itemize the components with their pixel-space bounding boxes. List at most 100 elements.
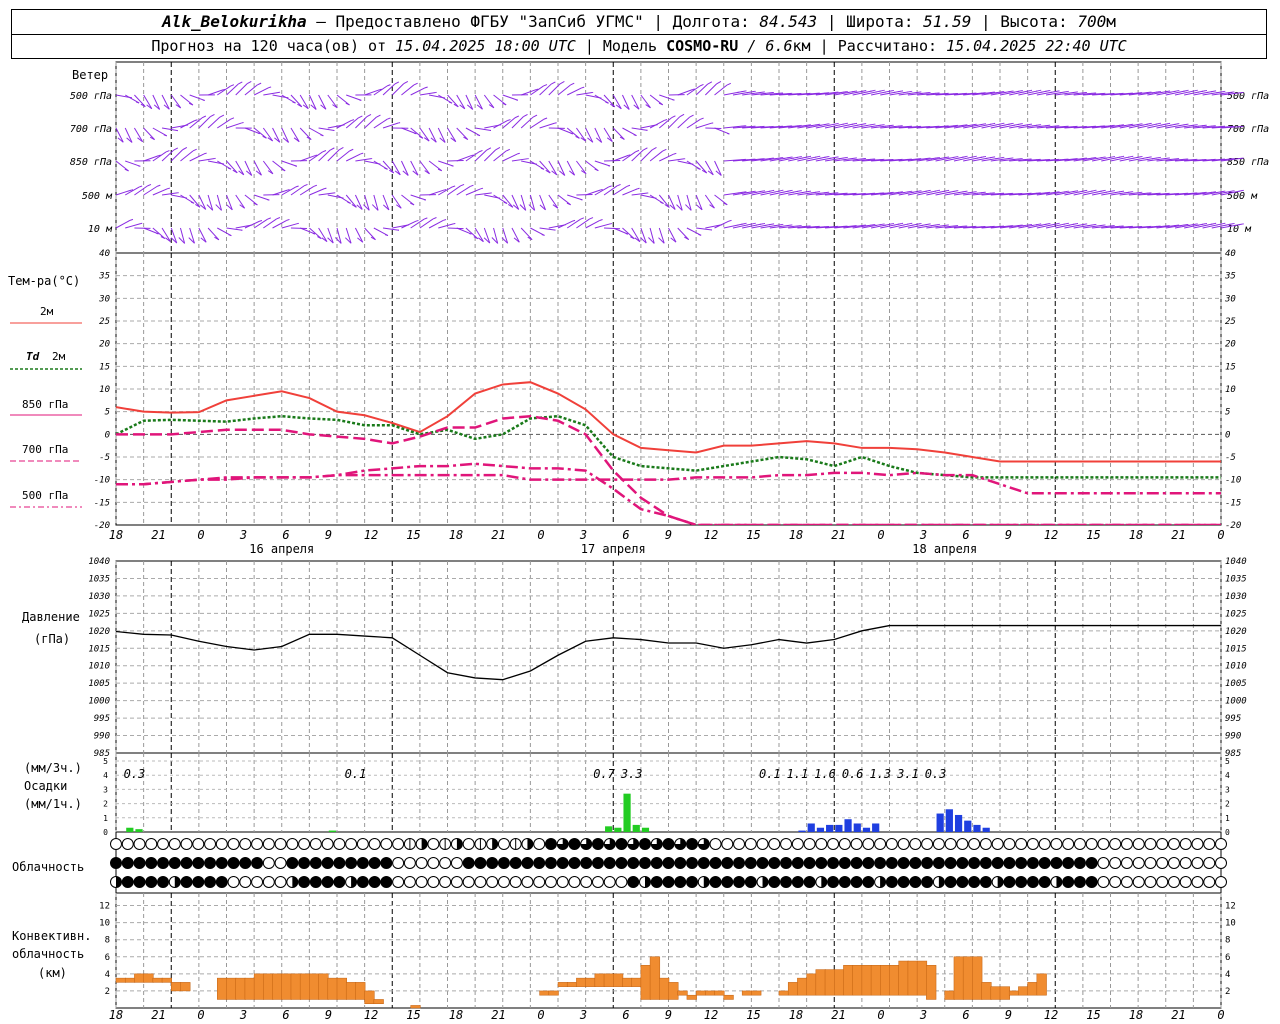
wind-barb-staff — [502, 194, 514, 208]
cloud-overcast — [298, 876, 310, 888]
cloud-symbol — [1109, 857, 1122, 869]
wind-barb-feather — [637, 187, 640, 190]
wind-barb-staff — [548, 160, 558, 176]
cloud-symbol — [944, 838, 957, 850]
cloud-symbol — [450, 857, 463, 869]
cloud-symbol — [697, 876, 710, 888]
precip-tick-label-right: 0 — [1225, 828, 1230, 837]
wind-barb-staff — [649, 150, 663, 162]
wind-barb-staff — [493, 94, 507, 106]
cloud-overcast — [956, 876, 968, 888]
cloud-circle — [979, 838, 992, 850]
cloud-overcast — [827, 857, 839, 869]
cloud-symbol — [956, 838, 969, 850]
wind-barb-feather — [345, 102, 350, 106]
wind-level-label-left: 10 м — [88, 224, 113, 235]
cloud-circle — [474, 876, 487, 888]
wind-barb-feather — [527, 236, 533, 241]
wind-barb-staff — [511, 227, 520, 243]
conv-bar — [594, 973, 605, 987]
cloud-symbol — [427, 876, 440, 888]
cloud-overcast — [1039, 857, 1051, 869]
wind-barb-staff — [640, 149, 653, 162]
cloud-symbol — [1026, 876, 1039, 888]
wind-barb-feather — [370, 236, 376, 241]
cloud-circle — [1191, 857, 1204, 869]
wind-barb-staff — [456, 127, 469, 140]
precip-tick-label-right: 4 — [1225, 771, 1230, 780]
wind-barb-feather — [486, 147, 492, 151]
cloud-symbol — [815, 876, 828, 888]
wind-barb-staff — [465, 227, 479, 240]
precip-bar — [844, 819, 852, 832]
cloud-symbol — [791, 876, 804, 888]
conv-tick-label-left: 10 — [99, 919, 110, 929]
wind-barb-staff — [345, 117, 359, 129]
cloud-symbol — [380, 838, 393, 850]
cloud-circle — [415, 857, 428, 869]
wind-barb-feather — [232, 169, 238, 174]
wind-barb-feather — [206, 204, 214, 211]
header-row-2: Прогноз на 120 часа(ов) от 15.04.2025 18… — [11, 34, 1267, 59]
cloud-overcast — [322, 857, 334, 869]
wind-barb-staff — [180, 150, 194, 162]
cloud-symbol — [392, 857, 405, 869]
hour-label: 18 — [1129, 528, 1143, 542]
wind-barb-feather — [418, 135, 424, 139]
wind-barb-staff — [170, 149, 183, 162]
cloud-circle — [168, 838, 181, 850]
conv-bar — [548, 990, 559, 996]
precip-total-label: 1.3 — [869, 767, 891, 781]
wind-barb-staff — [530, 118, 545, 129]
hour-label-bottom: 18 — [789, 1008, 803, 1022]
cloud-symbol — [227, 876, 240, 888]
cloud-symbol — [1144, 876, 1157, 888]
cloud-circle — [1215, 857, 1227, 869]
wind-barb-feather — [126, 137, 133, 143]
wind-barb-feather — [330, 147, 335, 151]
cloud-symbol — [1120, 838, 1133, 850]
wind-barb-staff — [419, 160, 430, 175]
cloud-half — [997, 876, 1004, 888]
wind-barb-staff — [134, 185, 148, 196]
cloud-symbol — [827, 857, 840, 869]
wind-barb-staff — [668, 194, 676, 210]
cloud-symbol — [968, 876, 981, 888]
temp-tick-label-left: 20 — [99, 340, 110, 350]
wind-barb-feather — [616, 183, 621, 187]
cloud-circle — [1167, 876, 1180, 888]
wind-level-label-right: 500 гПа — [1227, 91, 1269, 102]
wind-barb-staff — [290, 185, 305, 196]
wind-barb-staff — [456, 94, 466, 110]
cloud-symbol — [1109, 876, 1122, 888]
cloud-symbol — [509, 857, 522, 869]
cloud-circle — [1097, 876, 1110, 888]
wind-barb-feather — [670, 237, 677, 243]
temp-tick-label-right: 15 — [1225, 362, 1236, 372]
cloud-symbol — [1026, 857, 1039, 869]
cloud-symbol — [791, 838, 804, 850]
conv-bar — [576, 977, 587, 987]
precip-tick-label-right: 1 — [1225, 814, 1230, 823]
cloud-symbol — [215, 876, 228, 888]
wind-barb-staff — [548, 194, 559, 209]
cloud-overcast — [768, 876, 780, 888]
cloud-symbol — [556, 838, 569, 850]
precip-bar — [872, 823, 880, 832]
cloud-circle — [1109, 838, 1122, 850]
wind-barb-staff — [465, 94, 474, 110]
cloud-symbol — [733, 876, 746, 888]
wind-barb-feather — [623, 104, 630, 110]
cloud-symbol — [650, 857, 663, 869]
pressure-tick-label-right: 985 — [1225, 749, 1241, 759]
wind-barb-feather — [473, 236, 479, 240]
cloud-symbol — [1132, 857, 1145, 869]
wind-barb-staff — [115, 127, 124, 143]
cloud-circle — [968, 838, 981, 850]
hour-label: 0 — [537, 528, 544, 542]
cloud-overcast — [686, 876, 698, 888]
cloud-symbol — [192, 876, 205, 888]
wind-barb-staff — [244, 127, 261, 135]
wind-barb-staff — [649, 194, 664, 204]
wind-barb-staff — [161, 127, 178, 132]
